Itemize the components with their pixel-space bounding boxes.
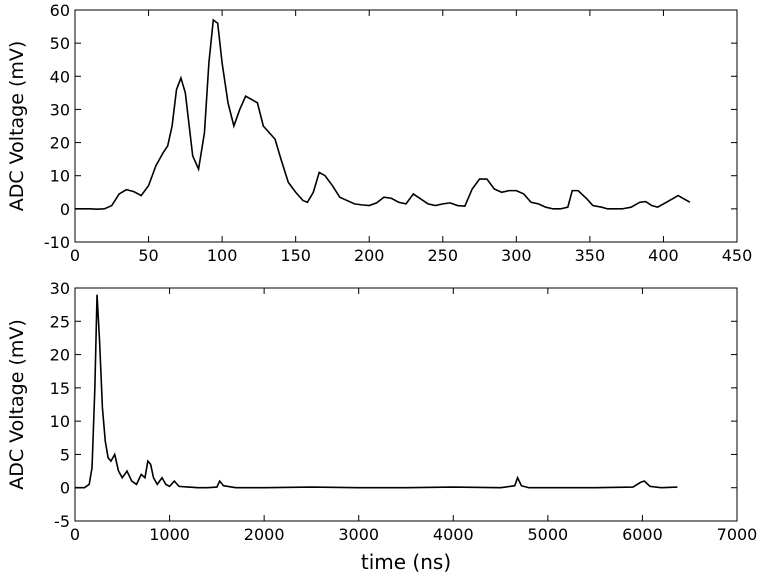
y-tick-label: 60 xyxy=(50,1,70,20)
x-tick-label: 3000 xyxy=(338,525,379,544)
y-tick-label: 30 xyxy=(50,279,70,298)
y-tick-label: 5 xyxy=(60,445,70,464)
x-tick-label: 0 xyxy=(70,525,80,544)
x-tick-label: 6000 xyxy=(622,525,663,544)
x-tick-label: 100 xyxy=(207,246,238,265)
y-tick-label: 50 xyxy=(50,34,70,53)
y-tick-label: 0 xyxy=(60,200,70,219)
x-tick-label: 150 xyxy=(280,246,311,265)
y-tick-label: 20 xyxy=(50,346,70,365)
y-tick-label: -5 xyxy=(54,512,70,531)
y-tick-label: 10 xyxy=(50,412,70,431)
x-tick-label: 5000 xyxy=(527,525,568,544)
x-tick-label: 2000 xyxy=(244,525,285,544)
x-tick-label: 0 xyxy=(70,246,80,265)
x-tick-label: 400 xyxy=(648,246,679,265)
data-line xyxy=(75,18,691,210)
y-axis-label: ADC Voltage (mV) xyxy=(6,41,28,212)
y-tick-label: 25 xyxy=(50,312,70,331)
x-tick-label: 200 xyxy=(354,246,385,265)
data-line xyxy=(75,294,678,489)
y-tick-label: 40 xyxy=(50,67,70,86)
y-tick-label: 15 xyxy=(50,379,70,398)
x-tick-label: 250 xyxy=(428,246,459,265)
x-tick-label: 50 xyxy=(138,246,158,265)
y-tick-label: 0 xyxy=(60,479,70,498)
x-tick-label: 450 xyxy=(722,246,753,265)
x-axis-label: time (ns) xyxy=(361,550,451,574)
y-tick-label: -10 xyxy=(44,233,70,252)
y-tick-label: 10 xyxy=(50,167,70,186)
y-tick-label: 20 xyxy=(50,134,70,153)
x-tick-label: 4000 xyxy=(433,525,474,544)
y-tick-label: 30 xyxy=(50,100,70,119)
x-tick-label: 7000 xyxy=(717,525,758,544)
y-axis-label: ADC Voltage (mV) xyxy=(6,319,28,490)
x-tick-label: 350 xyxy=(575,246,606,265)
plot-frame xyxy=(74,9,738,243)
x-tick-label: 300 xyxy=(501,246,532,265)
x-tick-label: 1000 xyxy=(149,525,190,544)
plot-frame xyxy=(74,287,738,522)
